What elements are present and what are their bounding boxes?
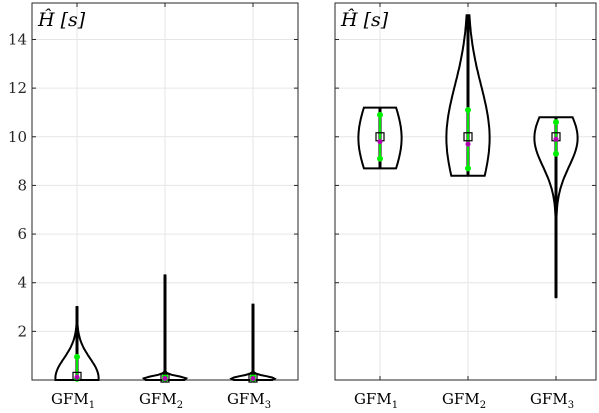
panel-y-label: Ĥ [s] <box>340 8 389 31</box>
violin-q1-point <box>553 150 559 157</box>
x-tick-label-subscript: 3 <box>265 400 271 411</box>
x-tick-label: GFM1 <box>51 390 95 411</box>
axes-frame <box>334 2 597 381</box>
violin-1 <box>54 306 100 382</box>
violin-median-point <box>74 374 80 380</box>
violin-mean-marker <box>160 373 170 383</box>
violin-median-point <box>377 139 383 145</box>
violin-median-point <box>250 376 256 382</box>
x-tick-label: GFM1 <box>354 390 398 411</box>
x-tick-label: GFM2 <box>442 390 486 411</box>
violin-q1-point <box>465 165 471 172</box>
violin-q3-point <box>74 353 80 360</box>
x-tick-label: GFM3 <box>530 390 574 411</box>
violin-2 <box>141 274 189 383</box>
violin-2 <box>445 14 491 177</box>
x-tick-label: GFM2 <box>139 390 183 411</box>
violin-1 <box>357 106 403 170</box>
x-tick-label-subscript: 3 <box>568 400 574 411</box>
violin-q1-point <box>377 155 383 162</box>
violin-q3-point <box>465 107 471 114</box>
violin-q3-point <box>377 111 383 118</box>
panel-y-label: Ĥ [s] <box>37 8 86 31</box>
violin-3 <box>533 116 579 299</box>
y-tick-label: 2 <box>17 322 27 340</box>
violin-3 <box>229 303 277 383</box>
y-tick-label: 8 <box>17 176 27 194</box>
y-tick-label: 4 <box>17 274 27 292</box>
y-tick-label: 6 <box>17 225 27 243</box>
violin-median-point <box>162 376 168 382</box>
violin-median-point <box>465 141 471 147</box>
violin-q3-point <box>553 119 559 126</box>
x-tick-label-subscript: 1 <box>89 400 95 411</box>
x-tick-label-subscript: 1 <box>392 400 398 411</box>
x-tick-label: GFM3 <box>227 390 271 411</box>
x-tick-label-subscript: 2 <box>177 400 183 411</box>
violin-mean-marker <box>72 371 82 381</box>
panel-2: GFM1 GFM2 GFM3 Ĥ [s] <box>334 2 597 411</box>
x-tick-label-subscript: 2 <box>480 400 486 411</box>
violin-mean-marker <box>248 373 258 383</box>
violin-mean-marker <box>463 132 473 142</box>
y-tick-label: 10 <box>8 128 27 146</box>
y-tick-label: 14 <box>8 30 27 48</box>
violin-median-point <box>553 136 559 142</box>
y-tick-label: 12 <box>8 79 27 97</box>
